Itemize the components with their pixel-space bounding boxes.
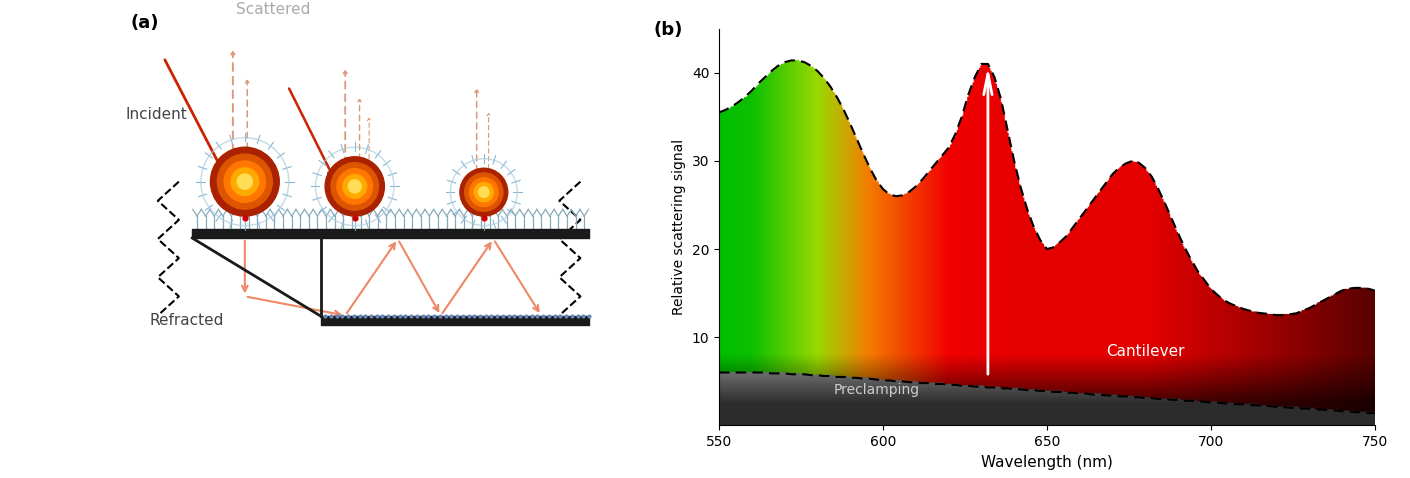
Text: (a): (a): [130, 14, 158, 33]
Circle shape: [331, 163, 378, 210]
Text: Cantilever: Cantilever: [1105, 344, 1184, 359]
Circle shape: [337, 169, 372, 204]
Circle shape: [348, 180, 361, 193]
Text: Incident: Incident: [125, 108, 188, 122]
Circle shape: [474, 183, 494, 202]
Circle shape: [460, 168, 508, 216]
Circle shape: [210, 147, 279, 216]
Text: Refracted: Refracted: [149, 313, 224, 328]
Y-axis label: Relative scattering signal: Relative scattering signal: [673, 139, 687, 315]
Circle shape: [231, 168, 258, 196]
Circle shape: [343, 174, 367, 198]
X-axis label: Wavelength (nm): Wavelength (nm): [981, 455, 1112, 470]
Circle shape: [237, 174, 252, 189]
Text: Preclamping: Preclamping: [833, 383, 919, 397]
Circle shape: [465, 173, 503, 211]
Text: (b): (b): [654, 21, 682, 39]
Circle shape: [224, 161, 265, 202]
Circle shape: [470, 178, 498, 206]
Circle shape: [217, 154, 272, 209]
Circle shape: [478, 187, 489, 197]
Circle shape: [326, 157, 385, 216]
Text: Scattered: Scattered: [237, 2, 310, 17]
